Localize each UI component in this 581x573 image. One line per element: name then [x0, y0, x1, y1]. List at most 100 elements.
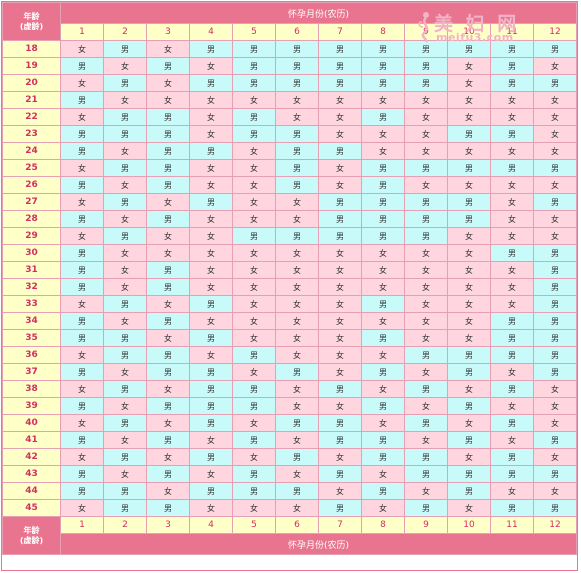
month-footer-11: 11: [490, 516, 534, 534]
gender-cell-boy: 男: [318, 431, 362, 449]
age-cell: 42: [2, 448, 61, 466]
gender-cell-boy: 男: [275, 482, 319, 500]
table-row: 30 男女女女女女女女女女男男: [2, 244, 577, 262]
gender-cell-boy: 男: [60, 363, 104, 381]
gender-cell-girl: 女: [146, 193, 190, 211]
gender-cell-boy: 男: [275, 125, 319, 143]
table-row: 22 女男男女男女女男女女女女: [2, 108, 577, 126]
gender-cell-boy: 男: [490, 329, 534, 347]
gender-cell-girl: 女: [361, 125, 405, 143]
gender-cell-boy: 男: [533, 363, 577, 381]
gender-cell-boy: 男: [361, 108, 405, 126]
gender-cell-girl: 女: [447, 57, 491, 75]
gender-cell-boy: 男: [232, 465, 276, 483]
gender-cell-girl: 女: [490, 363, 534, 381]
gender-cell-boy: 男: [533, 295, 577, 313]
gender-cell-boy: 男: [103, 193, 147, 211]
gender-cell-boy: 男: [103, 499, 147, 517]
gender-cell-boy: 男: [533, 465, 577, 483]
month-footer-row: 年龄 (虚龄) 1 2 3 4 5 6 7 8 9 10 11 12: [2, 516, 577, 555]
gender-cell-girl: 女: [490, 397, 534, 415]
gender-cell-girl: 女: [103, 244, 147, 262]
age-cell: 44: [2, 482, 61, 500]
gender-cell-girl: 女: [60, 448, 104, 466]
gender-cell-girl: 女: [490, 261, 534, 279]
gender-cell-boy: 男: [361, 210, 405, 228]
gender-cell-girl: 女: [189, 227, 233, 245]
age-cell: 38: [2, 380, 61, 398]
month-footer-10: 10: [447, 516, 491, 534]
gender-cell-girl: 女: [232, 278, 276, 296]
age-footer-label: 年龄: [23, 525, 40, 535]
gender-cell-boy: 男: [490, 312, 534, 330]
age-cell: 43: [2, 465, 61, 483]
gender-cell-girl: 女: [447, 380, 491, 398]
gender-cell-girl: 女: [361, 261, 405, 279]
gender-cell-boy: 男: [146, 57, 190, 75]
gender-cell-boy: 男: [533, 499, 577, 517]
table-row: 33 女男女男女女女男女女女男: [2, 295, 577, 313]
gender-cell-boy: 男: [146, 312, 190, 330]
gender-cell-girl: 女: [275, 295, 319, 313]
gender-cell-girl: 女: [103, 278, 147, 296]
gender-cell-girl: 女: [103, 431, 147, 449]
gender-cell-girl: 女: [146, 74, 190, 92]
gender-cell-girl: 女: [232, 176, 276, 194]
gender-cell-boy: 男: [361, 482, 405, 500]
gender-cell-boy: 男: [318, 193, 362, 211]
gender-cell-boy: 男: [232, 380, 276, 398]
gender-cell-girl: 女: [361, 380, 405, 398]
gender-cell-boy: 男: [146, 176, 190, 194]
gender-cell-boy: 男: [232, 346, 276, 364]
table-row: 41 男女男女男女男男女男女男: [2, 431, 577, 449]
gender-cell-girl: 女: [146, 414, 190, 432]
gender-cell-boy: 男: [275, 74, 319, 92]
gender-cell-boy: 男: [447, 431, 491, 449]
gender-cell-boy: 男: [146, 159, 190, 177]
gender-cell-girl: 女: [490, 210, 534, 228]
gender-cell-boy: 男: [361, 227, 405, 245]
gender-cell-boy: 男: [490, 414, 534, 432]
gender-cell-girl: 女: [447, 74, 491, 92]
month-footer-12: 12: [533, 516, 577, 534]
gender-cell-boy: 男: [318, 499, 362, 517]
gender-cell-girl: 女: [146, 482, 190, 500]
gender-cell-girl: 女: [490, 295, 534, 313]
gender-cell-boy: 男: [60, 176, 104, 194]
gender-cell-girl: 女: [146, 448, 190, 466]
gender-cell-boy: 男: [490, 346, 534, 364]
gender-cell-boy: 男: [533, 346, 577, 364]
footer-title-row: 怀孕月份(农历): [3, 533, 577, 555]
table-row: 25 女男男女女男女男男男男男: [2, 159, 577, 177]
age-header-sublabel: (虚龄): [19, 21, 44, 31]
gender-cell-boy: 男: [103, 380, 147, 398]
gender-cell-boy: 男: [275, 227, 319, 245]
gender-cell-girl: 女: [404, 244, 448, 262]
gender-cell-boy: 男: [146, 465, 190, 483]
gender-cell-girl: 女: [146, 329, 190, 347]
gender-cell-boy: 男: [232, 227, 276, 245]
gender-cell-girl: 女: [232, 414, 276, 432]
age-header-label: 年龄: [23, 11, 40, 21]
gender-cell-girl: 女: [232, 210, 276, 228]
table-row: 18 女男女男男男男男男男男男: [2, 40, 577, 58]
gender-cell-boy: 男: [60, 431, 104, 449]
month-header-3: 3: [146, 23, 190, 41]
gender-cell-boy: 男: [490, 125, 534, 143]
gender-cell-girl: 女: [318, 108, 362, 126]
gender-cell-boy: 男: [490, 74, 534, 92]
gender-cell-boy: 男: [189, 40, 233, 58]
table-row: 40 女男女男女男男女男女男女: [2, 414, 577, 432]
gender-cell-girl: 女: [447, 108, 491, 126]
table-row: 23 男男男女男男女女女男男女: [2, 125, 577, 143]
gender-cell-girl: 女: [447, 499, 491, 517]
gender-cell-boy: 男: [318, 210, 362, 228]
gender-cell-boy: 男: [146, 108, 190, 126]
gender-cell-boy: 男: [404, 159, 448, 177]
gender-cell-girl: 女: [60, 414, 104, 432]
age-cell: 37: [2, 363, 61, 381]
gender-cell-boy: 男: [361, 57, 405, 75]
month-footer-7: 7: [318, 516, 362, 534]
month-header-5: 5: [232, 23, 276, 41]
table-row: 44 男男女男男男女男女男女女: [2, 482, 577, 500]
